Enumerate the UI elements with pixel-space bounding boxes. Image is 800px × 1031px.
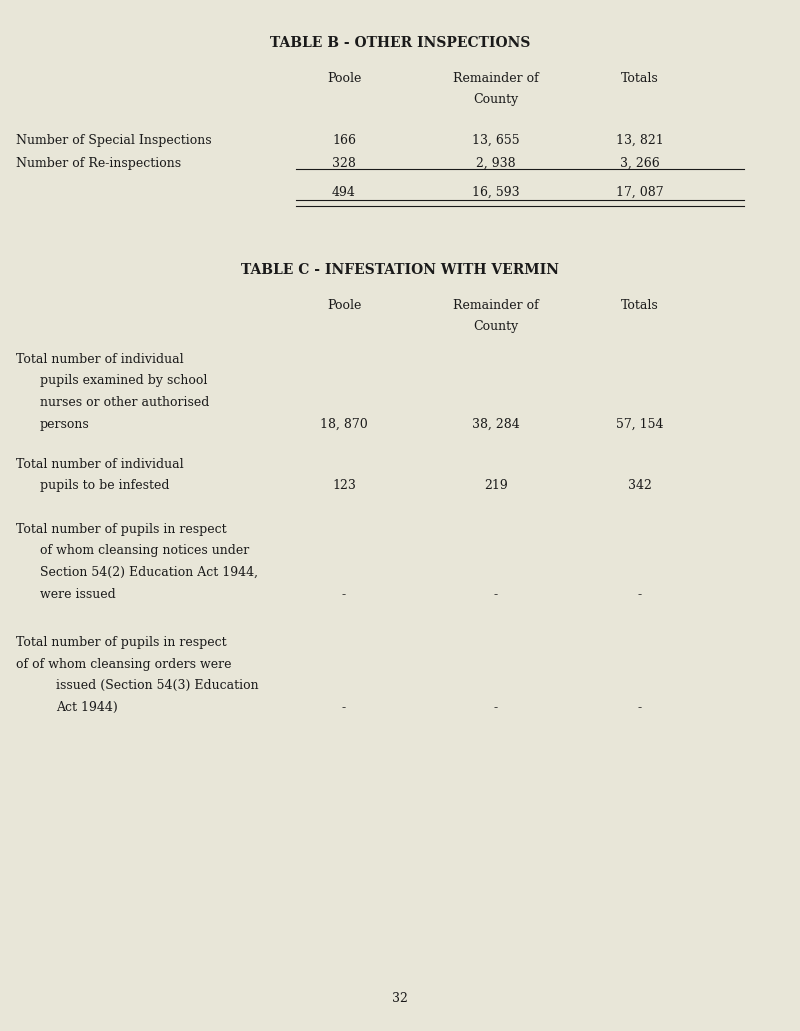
- Text: Number of Re-inspections: Number of Re-inspections: [16, 157, 181, 170]
- Text: 32: 32: [392, 992, 408, 1005]
- Text: 328: 328: [332, 157, 356, 170]
- Text: Act 1944): Act 1944): [56, 701, 118, 714]
- Text: Section 54(2) Education Act 1944,: Section 54(2) Education Act 1944,: [40, 566, 258, 579]
- Text: 57, 154: 57, 154: [616, 418, 664, 431]
- Text: of whom cleansing notices under: of whom cleansing notices under: [40, 544, 250, 558]
- Text: Totals: Totals: [621, 72, 659, 86]
- Text: 16, 593: 16, 593: [472, 186, 520, 199]
- Text: pupils to be infested: pupils to be infested: [40, 479, 170, 493]
- Text: persons: persons: [40, 418, 90, 431]
- Text: 38, 284: 38, 284: [472, 418, 520, 431]
- Text: issued (Section 54(3) Education: issued (Section 54(3) Education: [56, 679, 258, 693]
- Text: were issued: were issued: [40, 588, 116, 601]
- Text: Remainder of: Remainder of: [453, 72, 539, 86]
- Text: 494: 494: [332, 186, 356, 199]
- Text: nurses or other authorised: nurses or other authorised: [40, 396, 210, 409]
- Text: -: -: [342, 588, 346, 601]
- Text: -: -: [494, 701, 498, 714]
- Text: 219: 219: [484, 479, 508, 493]
- Text: Total number of pupils in respect: Total number of pupils in respect: [16, 636, 226, 650]
- Text: 3, 266: 3, 266: [620, 157, 660, 170]
- Text: Total number of individual: Total number of individual: [16, 458, 184, 471]
- Text: Poole: Poole: [327, 72, 361, 86]
- Text: of of whom cleansing orders were: of of whom cleansing orders were: [16, 658, 231, 671]
- Text: Total number of pupils in respect: Total number of pupils in respect: [16, 523, 226, 536]
- Text: -: -: [638, 701, 642, 714]
- Text: 13, 655: 13, 655: [472, 134, 520, 147]
- Text: -: -: [494, 588, 498, 601]
- Text: pupils examined by school: pupils examined by school: [40, 374, 207, 388]
- Text: County: County: [474, 93, 518, 106]
- Text: Number of Special Inspections: Number of Special Inspections: [16, 134, 212, 147]
- Text: 17, 087: 17, 087: [616, 186, 664, 199]
- Text: 342: 342: [628, 479, 652, 493]
- Text: 13, 821: 13, 821: [616, 134, 664, 147]
- Text: 18, 870: 18, 870: [320, 418, 368, 431]
- Text: TABLE C - INFESTATION WITH VERMIN: TABLE C - INFESTATION WITH VERMIN: [241, 263, 559, 277]
- Text: -: -: [638, 588, 642, 601]
- Text: Remainder of: Remainder of: [453, 299, 539, 312]
- Text: 166: 166: [332, 134, 356, 147]
- Text: Total number of individual: Total number of individual: [16, 353, 184, 366]
- Text: Poole: Poole: [327, 299, 361, 312]
- Text: County: County: [474, 320, 518, 333]
- Text: 123: 123: [332, 479, 356, 493]
- Text: Totals: Totals: [621, 299, 659, 312]
- Text: TABLE B - OTHER INSPECTIONS: TABLE B - OTHER INSPECTIONS: [270, 36, 530, 51]
- Text: 2, 938: 2, 938: [476, 157, 516, 170]
- Text: -: -: [342, 701, 346, 714]
